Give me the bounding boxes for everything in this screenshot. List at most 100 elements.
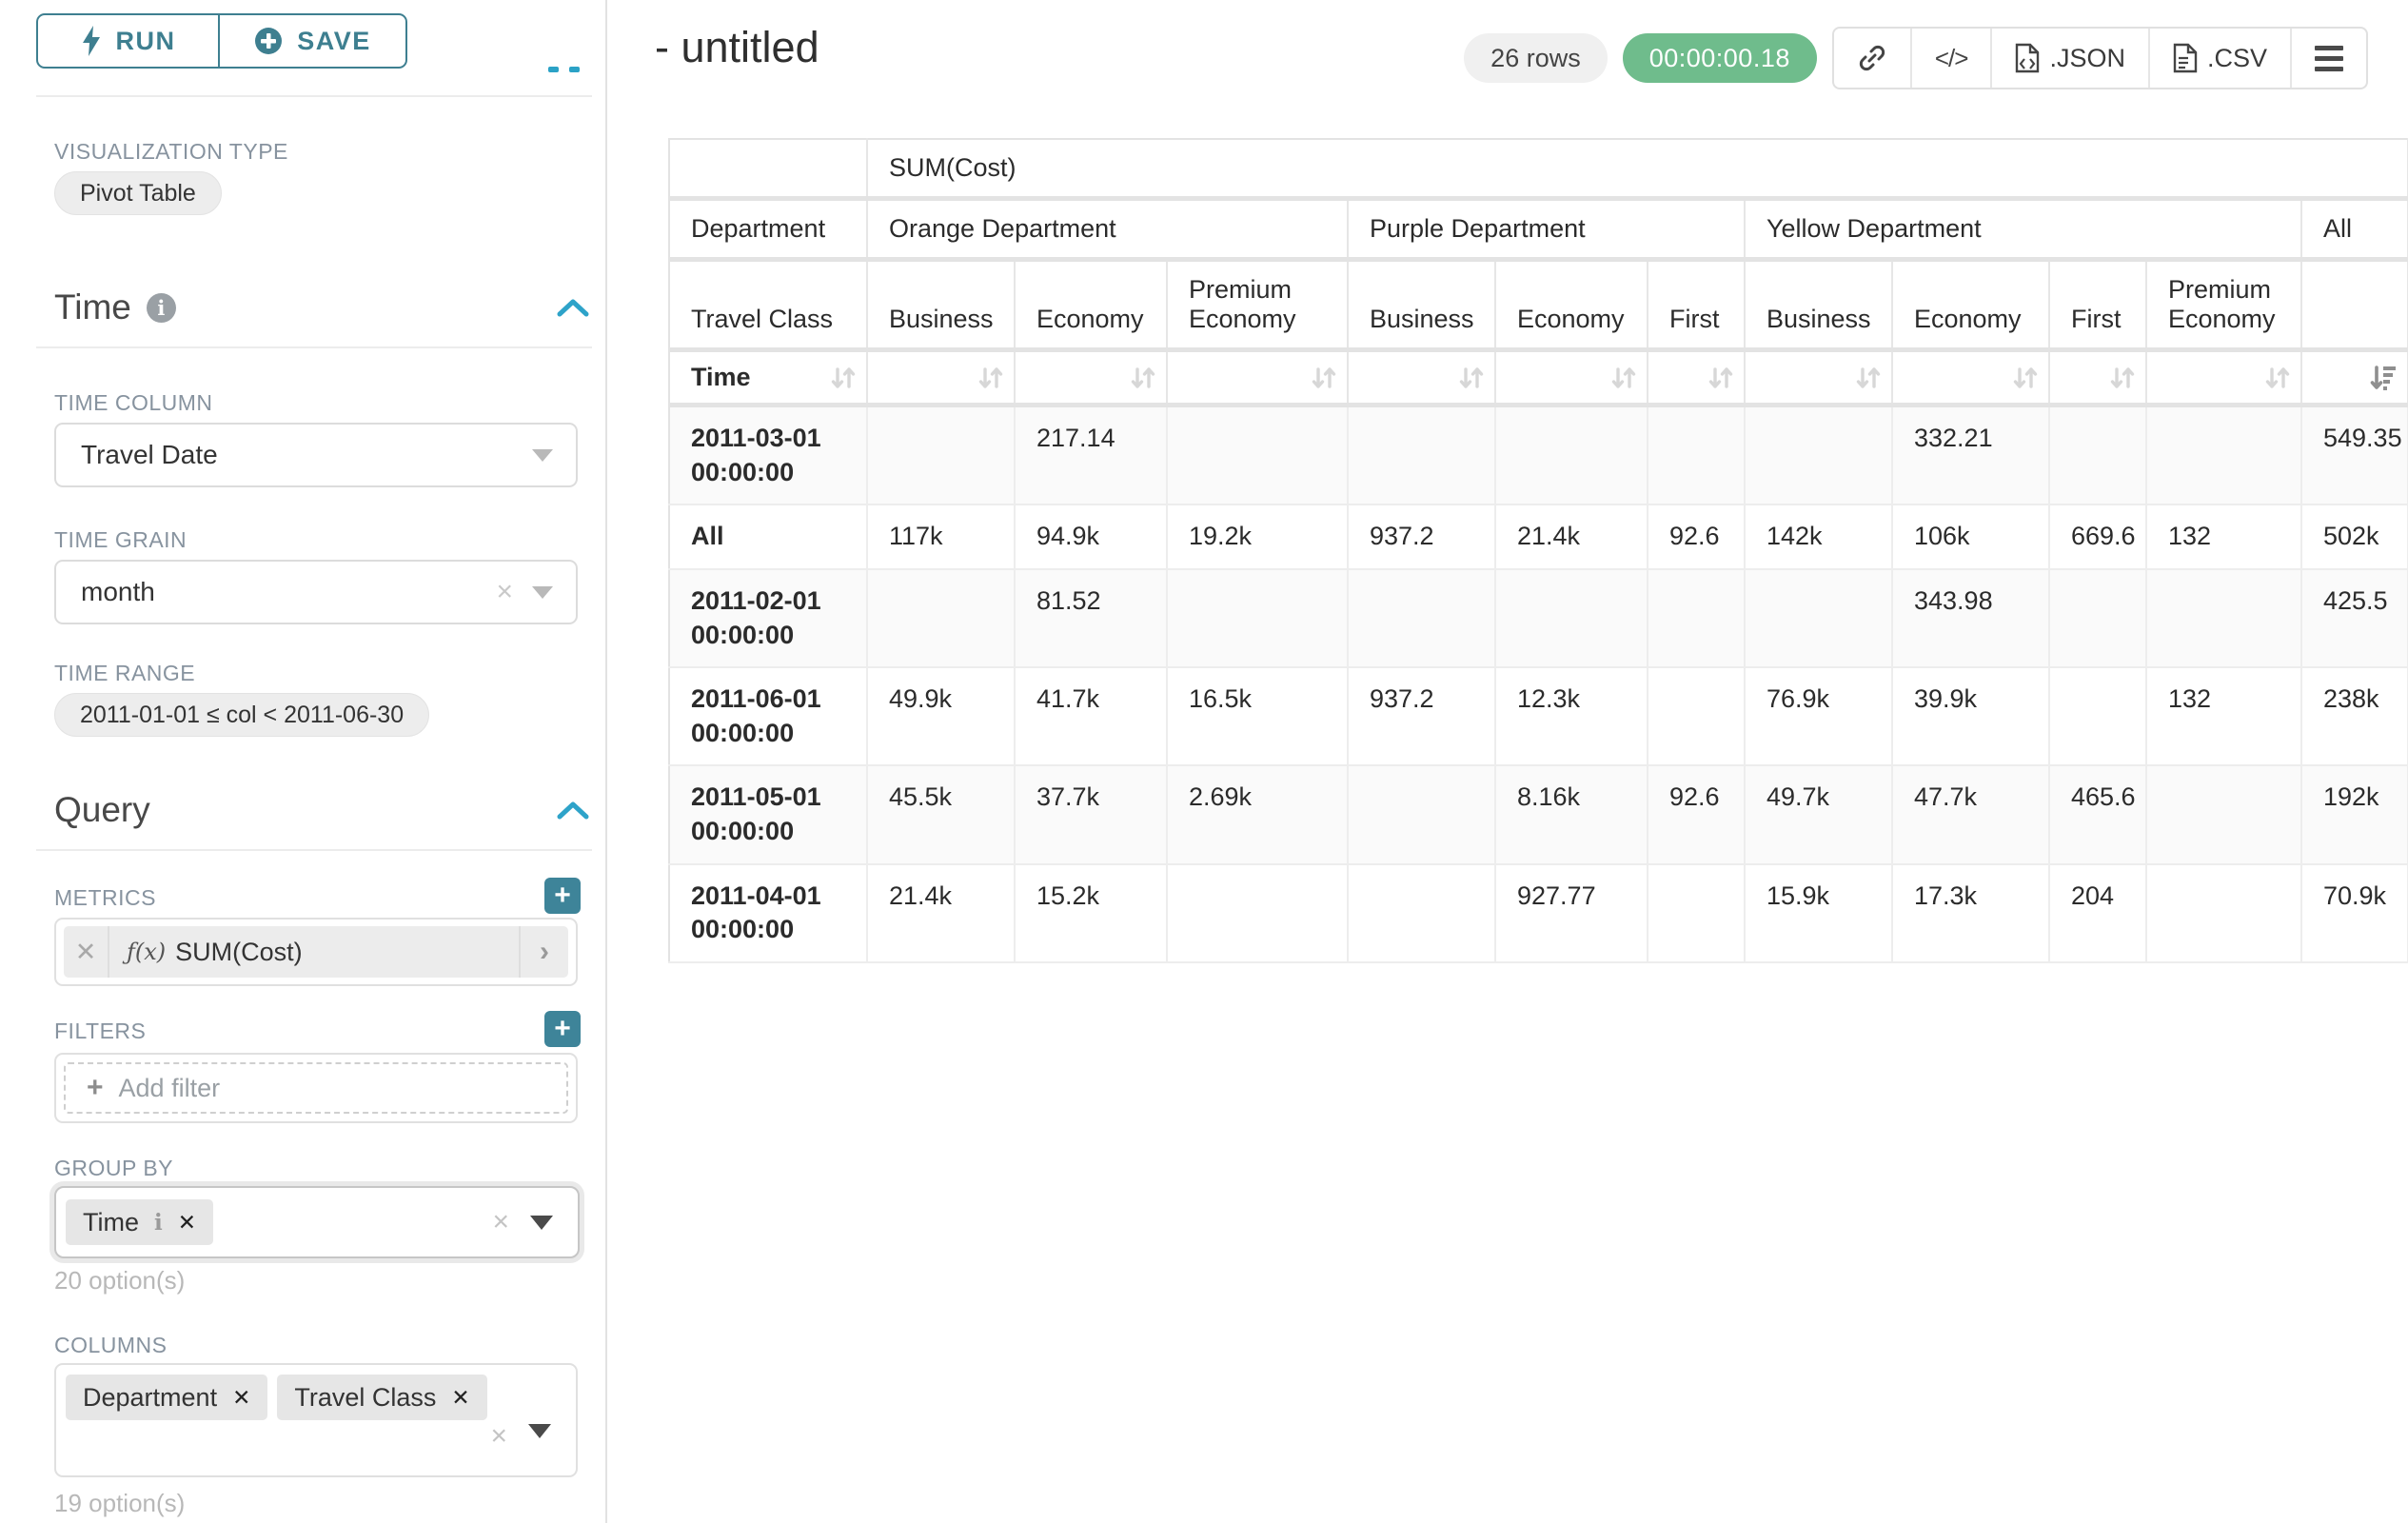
pivot-cell	[1348, 568, 1496, 669]
sort-button[interactable]	[1892, 349, 2050, 407]
remove-chip-icon[interactable]: ✕	[451, 1384, 470, 1410]
menu-button[interactable]	[2290, 29, 2366, 88]
pivot-cell	[1348, 765, 1496, 865]
sort-button[interactable]	[1745, 349, 1893, 407]
sort-button[interactable]: Time	[669, 349, 868, 407]
pivot-cell: 45.5k	[867, 765, 1016, 865]
sort-icon	[1459, 366, 1484, 388]
time-section-header: Time i	[54, 287, 176, 327]
sort-icon	[831, 366, 856, 388]
sort-icon	[978, 366, 1003, 388]
metric-pill[interactable]: ✕ ƒ(x) SUM(Cost) ›	[64, 926, 568, 978]
plus-icon: +	[87, 1072, 104, 1103]
time-column-select[interactable]: Travel Date	[54, 423, 578, 487]
group-by-select[interactable]: Time i ✕ ×	[54, 1186, 580, 1258]
pivot-cell: 81.52	[1015, 568, 1168, 669]
pivot-cell: 41.7k	[1015, 667, 1168, 767]
columns-options-hint: 19 option(s)	[54, 1489, 186, 1517]
pivot-cell	[1167, 863, 1349, 963]
caret-down-icon	[532, 585, 553, 599]
pivot-col-header: Premium Economy	[2146, 259, 2302, 352]
sort-button[interactable]	[1495, 349, 1648, 407]
pivot-cell	[2049, 667, 2147, 767]
column-info-icon: i	[154, 1209, 163, 1236]
metrics-label: METRICS	[54, 885, 156, 910]
group-by-label: GROUP BY	[54, 1156, 173, 1180]
sort-icon	[2110, 366, 2135, 388]
time-grain-label: TIME GRAIN	[54, 527, 188, 552]
metric-header: SUM(Cost)	[867, 139, 2408, 201]
pivot-cell: 927.77	[1495, 863, 1648, 963]
pivot-cell	[1648, 405, 1746, 506]
group-by-chip[interactable]: Time i ✕	[66, 1199, 214, 1245]
remove-chip-icon[interactable]: ✕	[177, 1209, 197, 1235]
clear-icon[interactable]: ×	[490, 1420, 507, 1452]
pivot-cell: 47.7k	[1892, 765, 2050, 865]
pivot-col-group-header: Yellow Department	[1745, 198, 2302, 262]
pivot-cell: 19.2k	[1167, 504, 1349, 570]
export-json-button[interactable]: .JSON	[1990, 29, 2148, 88]
columns-chip[interactable]: Department ✕	[66, 1375, 268, 1420]
columns-label: COLUMNS	[54, 1333, 168, 1357]
sort-button[interactable]	[2146, 349, 2302, 407]
clear-icon[interactable]: ×	[496, 576, 513, 607]
pivot-col-header: Business	[1348, 259, 1496, 352]
sort-button[interactable]	[867, 349, 1016, 407]
sort-button[interactable]	[2301, 349, 2408, 407]
clear-icon[interactable]: ×	[492, 1206, 509, 1237]
visualization-type-pill[interactable]: Pivot Table	[54, 171, 222, 215]
pivot-row-label: 2011-05-01 00:00:00	[669, 765, 868, 865]
export-csv-button[interactable]: .CSV	[2147, 29, 2290, 88]
sort-icon	[1312, 366, 1336, 388]
add-metric-button[interactable]: +	[544, 878, 581, 914]
result-toolbar: 26 rows 00:00:00.18 </> .JSON	[1464, 27, 2368, 89]
pivot-cell: 192k	[2301, 765, 2408, 865]
chevron-up-icon[interactable]	[557, 297, 589, 318]
pivot-row-label: 2011-02-01 00:00:00	[669, 568, 868, 669]
sort-button[interactable]	[2049, 349, 2147, 407]
pivot-cell	[1745, 405, 1893, 506]
pivot-cell: 332.21	[1892, 405, 2050, 506]
time-range-pill[interactable]: 2011-01-01 ≤ col < 2011-06-30	[54, 693, 430, 737]
pivot-cell	[2049, 568, 2147, 669]
pivot-col-header: Business	[867, 259, 1016, 352]
filters-label: FILTERS	[54, 1019, 147, 1043]
filters-container: + Add filter	[54, 1053, 578, 1123]
sort-button[interactable]	[1167, 349, 1349, 407]
chevron-right-icon[interactable]: ›	[519, 926, 568, 978]
visualization-type-label: VISUALIZATION TYPE	[54, 139, 288, 164]
file-code-icon	[2016, 43, 2040, 73]
columns-select[interactable]: Department ✕ Travel Class ✕ ×	[54, 1363, 578, 1477]
save-button[interactable]: SAVE	[219, 13, 407, 69]
pivot-cell	[1495, 405, 1648, 506]
sort-button[interactable]	[1348, 349, 1496, 407]
pivot-col-header: Economy	[1015, 259, 1168, 352]
sort-button[interactable]	[1015, 349, 1168, 407]
time-grain-select[interactable]: month ×	[54, 560, 578, 624]
pivot-cell: 94.9k	[1015, 504, 1168, 570]
pivot-col-group-header: Purple Department	[1348, 198, 1746, 262]
pivot-row-label: All	[669, 504, 868, 570]
run-button[interactable]: RUN	[36, 13, 219, 69]
pivot-cell: 132	[2146, 667, 2302, 767]
remove-chip-icon[interactable]: ✕	[232, 1384, 251, 1410]
pivot-col-group-header: All	[2301, 198, 2408, 262]
pivot-cell: 549.35	[2301, 405, 2408, 506]
pivot-row: 2011-05-01 00:00:00 45.5k 37.7k 2.69k 8.16k 9…	[669, 765, 2408, 865]
add-filter-dropzone[interactable]: + Add filter	[64, 1062, 568, 1114]
remove-metric-icon[interactable]: ✕	[64, 926, 109, 978]
view-query-button[interactable]: </>	[1909, 29, 1991, 88]
pivot-dimension-label: Travel Class	[669, 259, 868, 352]
pivot-cell	[1348, 863, 1496, 963]
copy-link-button[interactable]	[1834, 29, 1910, 88]
metrics-container: ✕ ƒ(x) SUM(Cost) ›	[54, 918, 578, 986]
chevron-up-icon[interactable]	[557, 800, 589, 821]
columns-chip[interactable]: Travel Class ✕	[277, 1375, 487, 1420]
add-filter-button[interactable]: +	[544, 1011, 581, 1047]
pivot-cell: 70.9k	[2301, 863, 2408, 963]
bolt-icon	[82, 26, 100, 56]
pivot-cell	[867, 568, 1016, 669]
sort-button[interactable]	[1648, 349, 1746, 407]
pivot-col-header: Economy	[1495, 259, 1648, 352]
row-count-badge: 26 rows	[1464, 33, 1608, 83]
